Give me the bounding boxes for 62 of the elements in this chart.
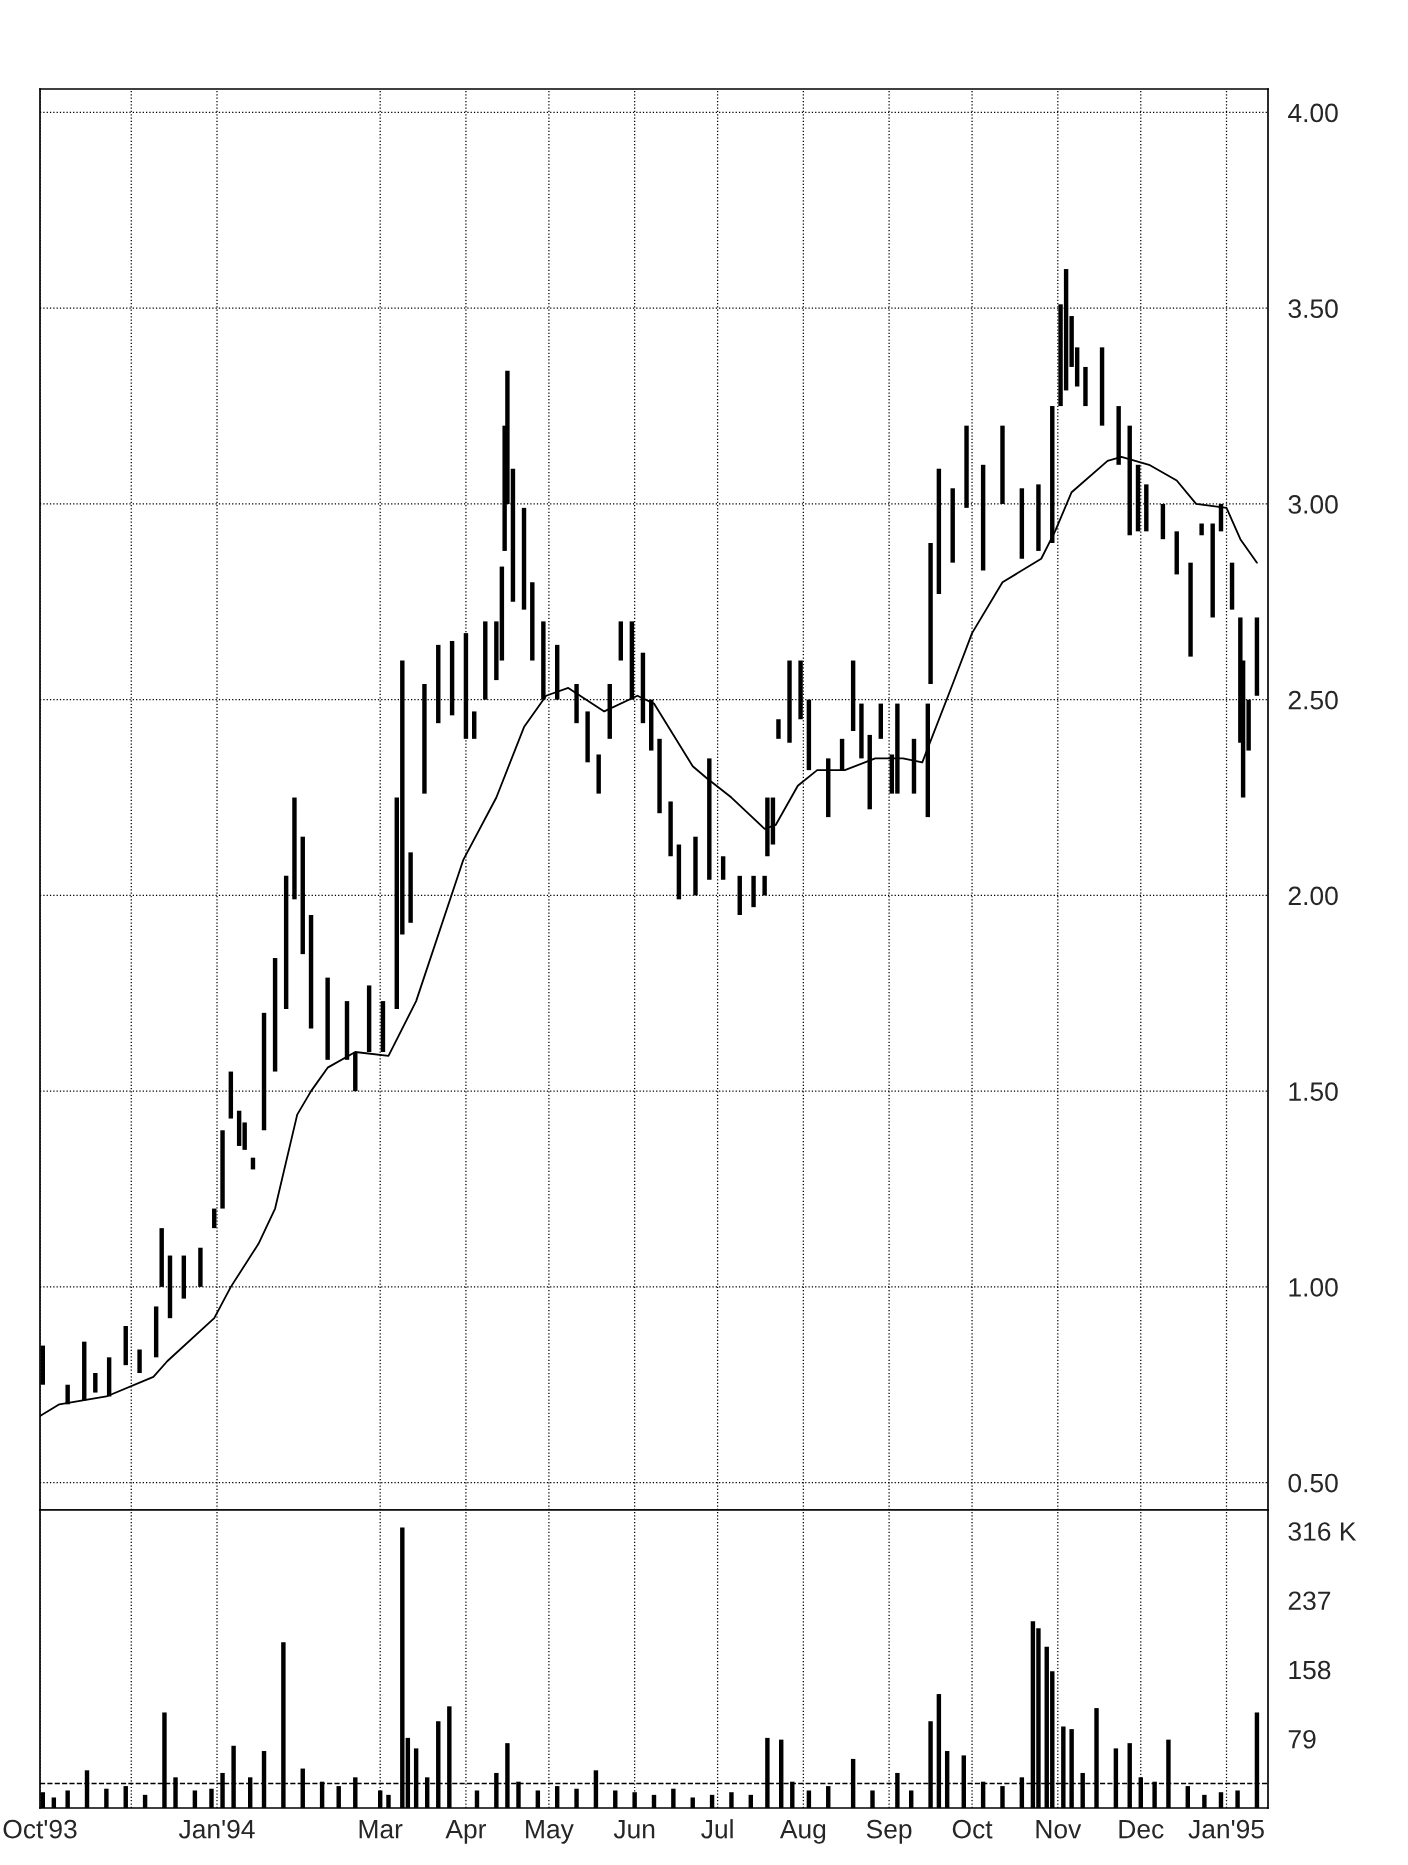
bar <box>366 985 372 1052</box>
x-tick-label: Jul <box>701 1819 733 1839</box>
bar <box>422 684 427 794</box>
bar <box>707 758 712 880</box>
bar <box>1199 523 1204 536</box>
bar <box>530 582 535 661</box>
bar <box>859 703 864 759</box>
y-tick-label: 4.00 <box>1288 103 1338 123</box>
bar <box>1254 617 1260 696</box>
bar <box>1229 562 1235 610</box>
bar <box>720 856 726 880</box>
x-tick-label: Aug <box>779 1820 826 1844</box>
bar <box>1083 366 1088 407</box>
x-tick-label: Sep <box>866 1819 912 1844</box>
bar <box>936 468 942 594</box>
x-tick-label: Jun <box>613 1820 655 1839</box>
x-tick-label: Dec <box>1119 1820 1164 1839</box>
y-tick-label: 1.00 <box>1289 1278 1338 1297</box>
bar <box>137 1349 142 1373</box>
bar <box>1099 347 1105 426</box>
bar <box>928 543 933 685</box>
bar <box>751 875 756 908</box>
bar <box>878 703 884 739</box>
x-tick-label: Oct <box>952 1819 993 1839</box>
y-tick-label: 237 <box>1288 1591 1331 1611</box>
bar <box>1210 523 1215 618</box>
bar <box>220 1130 225 1209</box>
bar <box>668 801 673 857</box>
bar <box>325 977 330 1060</box>
y-tick-label: 3.50 <box>1288 299 1338 319</box>
y-tick-label: 1.50 <box>1289 1082 1338 1101</box>
y-tick-label: 2.00 <box>1288 886 1338 906</box>
y-tick-label: 158 <box>1289 1660 1331 1680</box>
bar <box>521 507 527 610</box>
bar <box>1188 562 1193 657</box>
bar <box>123 1326 128 1366</box>
bar <box>93 1372 98 1393</box>
bar <box>272 958 278 1072</box>
x-tick-label: May <box>526 1820 574 1844</box>
bar <box>153 1306 159 1358</box>
bar <box>585 711 590 763</box>
y-tick-label: 79 <box>1288 1729 1316 1749</box>
y-tick-label: 316 K <box>1288 1522 1357 1541</box>
y-tick-label: 2.50 <box>1288 690 1338 710</box>
x-tick-label: Jan'95 <box>1188 1819 1264 1839</box>
x-tick-label: Jan'94 <box>178 1819 255 1839</box>
bar <box>596 754 601 794</box>
x-tick-label: Mar <box>359 1820 403 1839</box>
bar <box>787 660 792 743</box>
bar <box>65 1384 70 1405</box>
y-tick-label: 0.50 <box>1288 1473 1338 1493</box>
x-tick-label: Apr <box>445 1820 487 1844</box>
bar <box>1174 531 1179 575</box>
x-tick-label: Nov <box>1036 1820 1082 1839</box>
bar <box>618 621 624 661</box>
bar <box>472 711 477 739</box>
bar <box>261 1012 267 1131</box>
bar <box>776 719 781 739</box>
bar <box>657 738 662 814</box>
y-tick-label: 3.00 <box>1288 495 1338 514</box>
bar <box>308 914 314 1029</box>
x-tick-label: Oct'93 <box>3 1819 77 1839</box>
